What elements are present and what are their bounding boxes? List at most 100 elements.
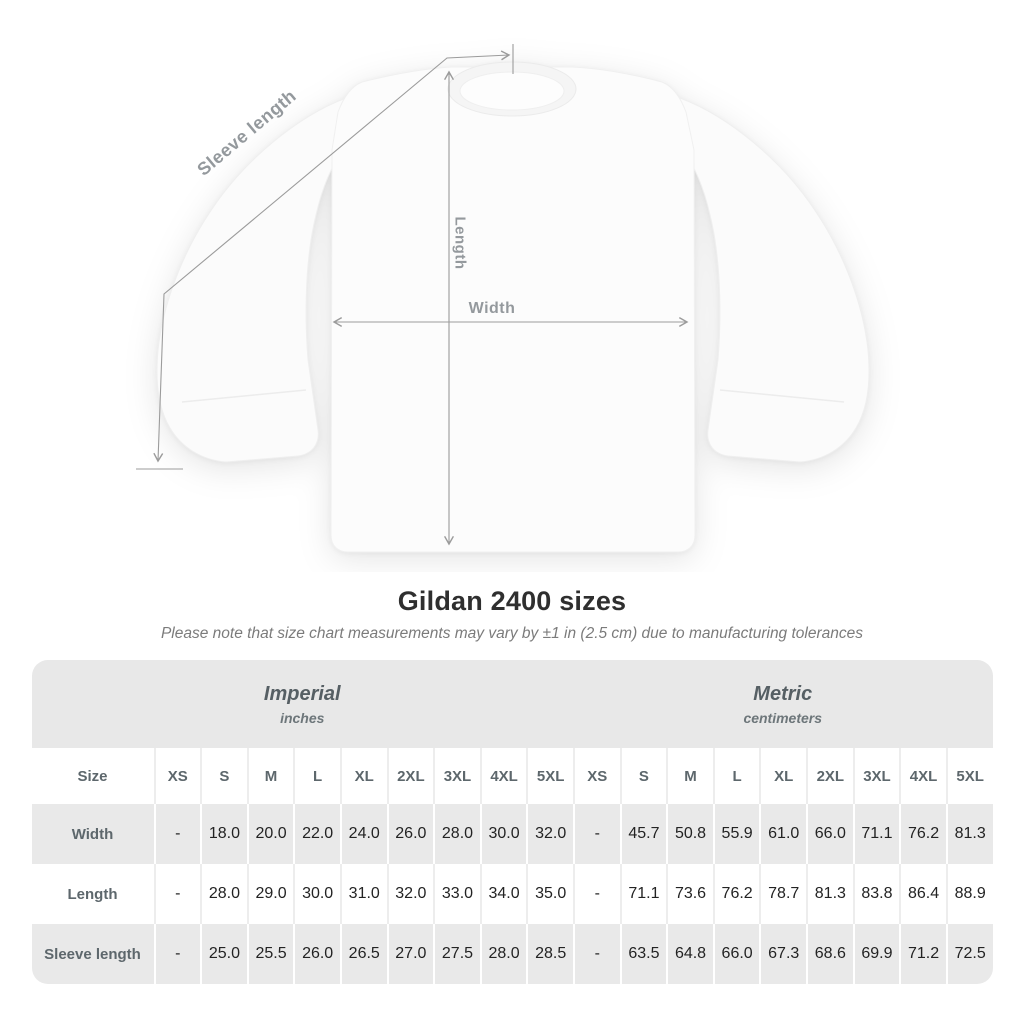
imperial-value-cell: 24.0 <box>339 804 387 864</box>
imperial-size-header: 5XL <box>526 748 573 804</box>
imperial-value-cell: 27.5 <box>433 924 480 984</box>
size-column-header: Size <box>31 748 154 804</box>
metric-size-header: 3XL <box>852 748 900 804</box>
imperial-size-header: XS <box>153 748 201 804</box>
metric-size-header: XS <box>572 748 620 804</box>
metric-value-cell: 81.3 <box>945 804 993 864</box>
metric-group-name: Metric <box>753 682 813 705</box>
right-cuff-seam <box>719 389 845 403</box>
imperial-size-header: 4XL <box>479 748 527 804</box>
measurement-row: Sleeve length -25.0 25.5 26.0 26.5 27.0 27.5 28… <box>31 924 993 984</box>
metric-value-cell: 88.9 <box>945 864 993 924</box>
imperial-size-header: L <box>293 748 340 804</box>
metric-size-header: S <box>619 748 667 804</box>
metric-size-header: M <box>666 748 713 804</box>
metric-value-cell: 69.9 <box>852 924 900 984</box>
metric-size-header: 2XL <box>806 748 853 804</box>
metric-value-cell: 71.1 <box>852 804 900 864</box>
metric-value-cell: 71.2 <box>899 924 946 984</box>
imperial-value-cell: - <box>153 924 201 984</box>
metric-value-cell: 63.5 <box>619 924 667 984</box>
size-table-body: Width -18.0 20.0 22.0 24.0 26.0 28.0 30.0 32.0-4… <box>31 804 993 984</box>
shirt-illustration <box>136 44 870 553</box>
imperial-value-cell: 28.5 <box>526 924 573 984</box>
imperial-value-cell: 26.0 <box>293 924 340 984</box>
imperial-value-cell: 28.0 <box>433 804 480 864</box>
metric-value-cell: 66.0 <box>712 924 760 984</box>
metric-value-cell: 76.2 <box>899 804 946 864</box>
measurement-lines <box>136 44 689 546</box>
imperial-value-cell: 30.0 <box>479 804 527 864</box>
size-header-row: Size XS S M L XL 2XL 3XL 4XL 5XL XS S M L XL 2XL 3XL 4XL 5… <box>31 748 993 804</box>
metric-value-cell: 71.1 <box>619 864 667 924</box>
imperial-size-header: M <box>246 748 294 804</box>
metric-value-cell: 76.2 <box>712 864 760 924</box>
metric-value-cell: - <box>572 864 620 924</box>
row-label: Width <box>31 804 154 864</box>
page-title: Gildan 2400 sizes <box>397 586 627 616</box>
metric-value-cell: 50.8 <box>666 804 713 864</box>
imperial-group-unit: inches <box>280 709 325 726</box>
imperial-value-cell: - <box>153 804 201 864</box>
imperial-value-cell: 18.0 <box>200 804 247 864</box>
imperial-value-cell: 25.0 <box>200 924 247 984</box>
imperial-value-cell: 26.5 <box>339 924 387 984</box>
left-sleeve <box>156 97 347 463</box>
imperial-group-header: Imperial inches <box>31 660 573 748</box>
metric-value-cell: - <box>572 924 620 984</box>
row-label: Length <box>31 864 154 924</box>
metric-value-cell: 64.8 <box>666 924 713 984</box>
size-chart-table: Imperial inches Metric centimeters Size X… <box>31 660 993 984</box>
imperial-size-header: S <box>200 748 247 804</box>
metric-size-header: XL <box>759 748 807 804</box>
metric-group-header: Metric centimeters <box>572 660 993 748</box>
imperial-value-cell: 27.0 <box>386 924 434 984</box>
imperial-size-header: 2XL <box>386 748 434 804</box>
imperial-size-header: 3XL <box>433 748 480 804</box>
row-label: Sleeve length <box>31 924 154 984</box>
metric-value-cell: 78.7 <box>759 864 807 924</box>
imperial-value-cell: 30.0 <box>293 864 340 924</box>
imperial-value-cell: 35.0 <box>526 864 573 924</box>
collar-inner <box>459 71 565 111</box>
chart-heading: Gildan 2400 sizes Please note that size … <box>0 586 1024 643</box>
imperial-value-cell: 28.0 <box>200 864 247 924</box>
metric-size-header: 4XL <box>899 748 946 804</box>
imperial-value-cell: 33.0 <box>433 864 480 924</box>
imperial-value-cell: 25.5 <box>246 924 294 984</box>
imperial-value-cell: 20.0 <box>246 804 294 864</box>
width-label: Width <box>468 300 516 317</box>
imperial-value-cell: 34.0 <box>479 864 527 924</box>
sleeve-length-line <box>153 50 511 463</box>
imperial-value-cell: 22.0 <box>293 804 340 864</box>
metric-value-cell: 61.0 <box>759 804 807 864</box>
shirt-measurement-diagram: Sleeve length Length Width <box>136 44 870 553</box>
measurement-row: Width -18.0 20.0 22.0 24.0 26.0 28.0 30.0 32.0-4… <box>31 804 993 864</box>
imperial-value-cell: 29.0 <box>246 864 294 924</box>
metric-value-cell: 66.0 <box>806 804 853 864</box>
unit-group-row: Imperial inches Metric centimeters <box>31 660 993 748</box>
metric-value-cell: 73.6 <box>666 864 713 924</box>
metric-group-unit: centimeters <box>743 709 823 726</box>
metric-value-cell: - <box>572 804 620 864</box>
measurement-row: Length -28.0 29.0 30.0 31.0 32.0 33.0 34.0 35.0-… <box>31 864 993 924</box>
metric-value-cell: 86.4 <box>899 864 946 924</box>
imperial-group-name: Imperial <box>263 682 341 705</box>
imperial-value-cell: 28.0 <box>479 924 527 984</box>
length-label: Length <box>451 216 469 270</box>
metric-value-cell: 72.5 <box>945 924 993 984</box>
metric-value-cell: 45.7 <box>619 804 667 864</box>
metric-value-cell: 55.9 <box>712 804 760 864</box>
imperial-value-cell: 32.0 <box>386 864 434 924</box>
metric-size-header: 5XL <box>945 748 993 804</box>
metric-value-cell: 68.6 <box>806 924 853 984</box>
imperial-value-cell: 32.0 <box>526 804 573 864</box>
right-sleeve <box>679 97 870 463</box>
page-subtitle: Please note that size chart measurements… <box>160 625 864 642</box>
imperial-value-cell: 26.0 <box>386 804 434 864</box>
imperial-size-header: XL <box>339 748 387 804</box>
metric-value-cell: 81.3 <box>806 864 853 924</box>
imperial-value-cell: - <box>153 864 201 924</box>
metric-value-cell: 83.8 <box>852 864 900 924</box>
imperial-value-cell: 31.0 <box>339 864 387 924</box>
